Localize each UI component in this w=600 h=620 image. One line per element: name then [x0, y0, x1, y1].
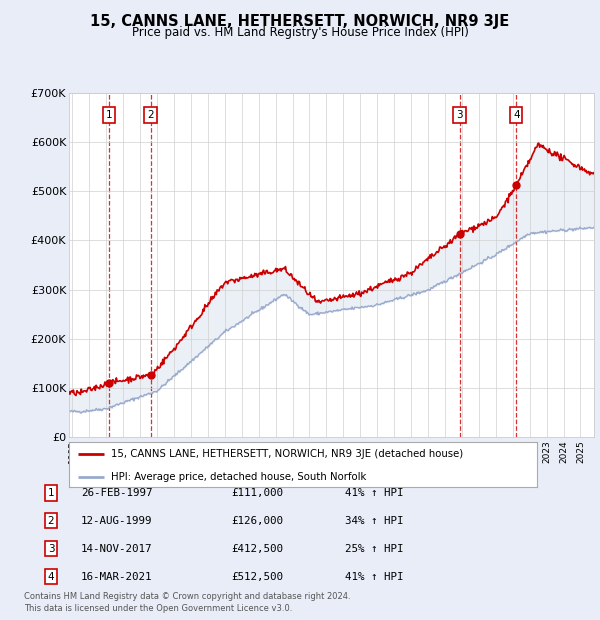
Text: 15, CANNS LANE, HETHERSETT, NORWICH, NR9 3JE (detached house): 15, CANNS LANE, HETHERSETT, NORWICH, NR9… [111, 449, 463, 459]
Text: Price paid vs. HM Land Registry's House Price Index (HPI): Price paid vs. HM Land Registry's House … [131, 26, 469, 39]
Text: £126,000: £126,000 [231, 516, 283, 526]
Text: 16-MAR-2021: 16-MAR-2021 [81, 572, 152, 582]
Text: 14-NOV-2017: 14-NOV-2017 [81, 544, 152, 554]
Text: Contains HM Land Registry data © Crown copyright and database right 2024.: Contains HM Land Registry data © Crown c… [24, 592, 350, 601]
Text: 26-FEB-1997: 26-FEB-1997 [81, 488, 152, 498]
Text: 34% ↑ HPI: 34% ↑ HPI [345, 516, 404, 526]
Text: £111,000: £111,000 [231, 488, 283, 498]
Text: 15, CANNS LANE, HETHERSETT, NORWICH, NR9 3JE: 15, CANNS LANE, HETHERSETT, NORWICH, NR9… [91, 14, 509, 29]
Text: 25% ↑ HPI: 25% ↑ HPI [345, 544, 404, 554]
Text: 1: 1 [47, 488, 55, 498]
Text: 4: 4 [47, 572, 55, 582]
Text: 12-AUG-1999: 12-AUG-1999 [81, 516, 152, 526]
Text: 1: 1 [106, 110, 112, 120]
Text: This data is licensed under the Open Government Licence v3.0.: This data is licensed under the Open Gov… [24, 603, 292, 613]
Text: 2: 2 [148, 110, 154, 120]
Text: £412,500: £412,500 [231, 544, 283, 554]
Text: £512,500: £512,500 [231, 572, 283, 582]
Text: HPI: Average price, detached house, South Norfolk: HPI: Average price, detached house, Sout… [111, 472, 367, 482]
Text: 3: 3 [47, 544, 55, 554]
Text: 41% ↑ HPI: 41% ↑ HPI [345, 572, 404, 582]
Text: 4: 4 [513, 110, 520, 120]
Text: 2: 2 [47, 516, 55, 526]
Text: 41% ↑ HPI: 41% ↑ HPI [345, 488, 404, 498]
Text: 3: 3 [457, 110, 463, 120]
